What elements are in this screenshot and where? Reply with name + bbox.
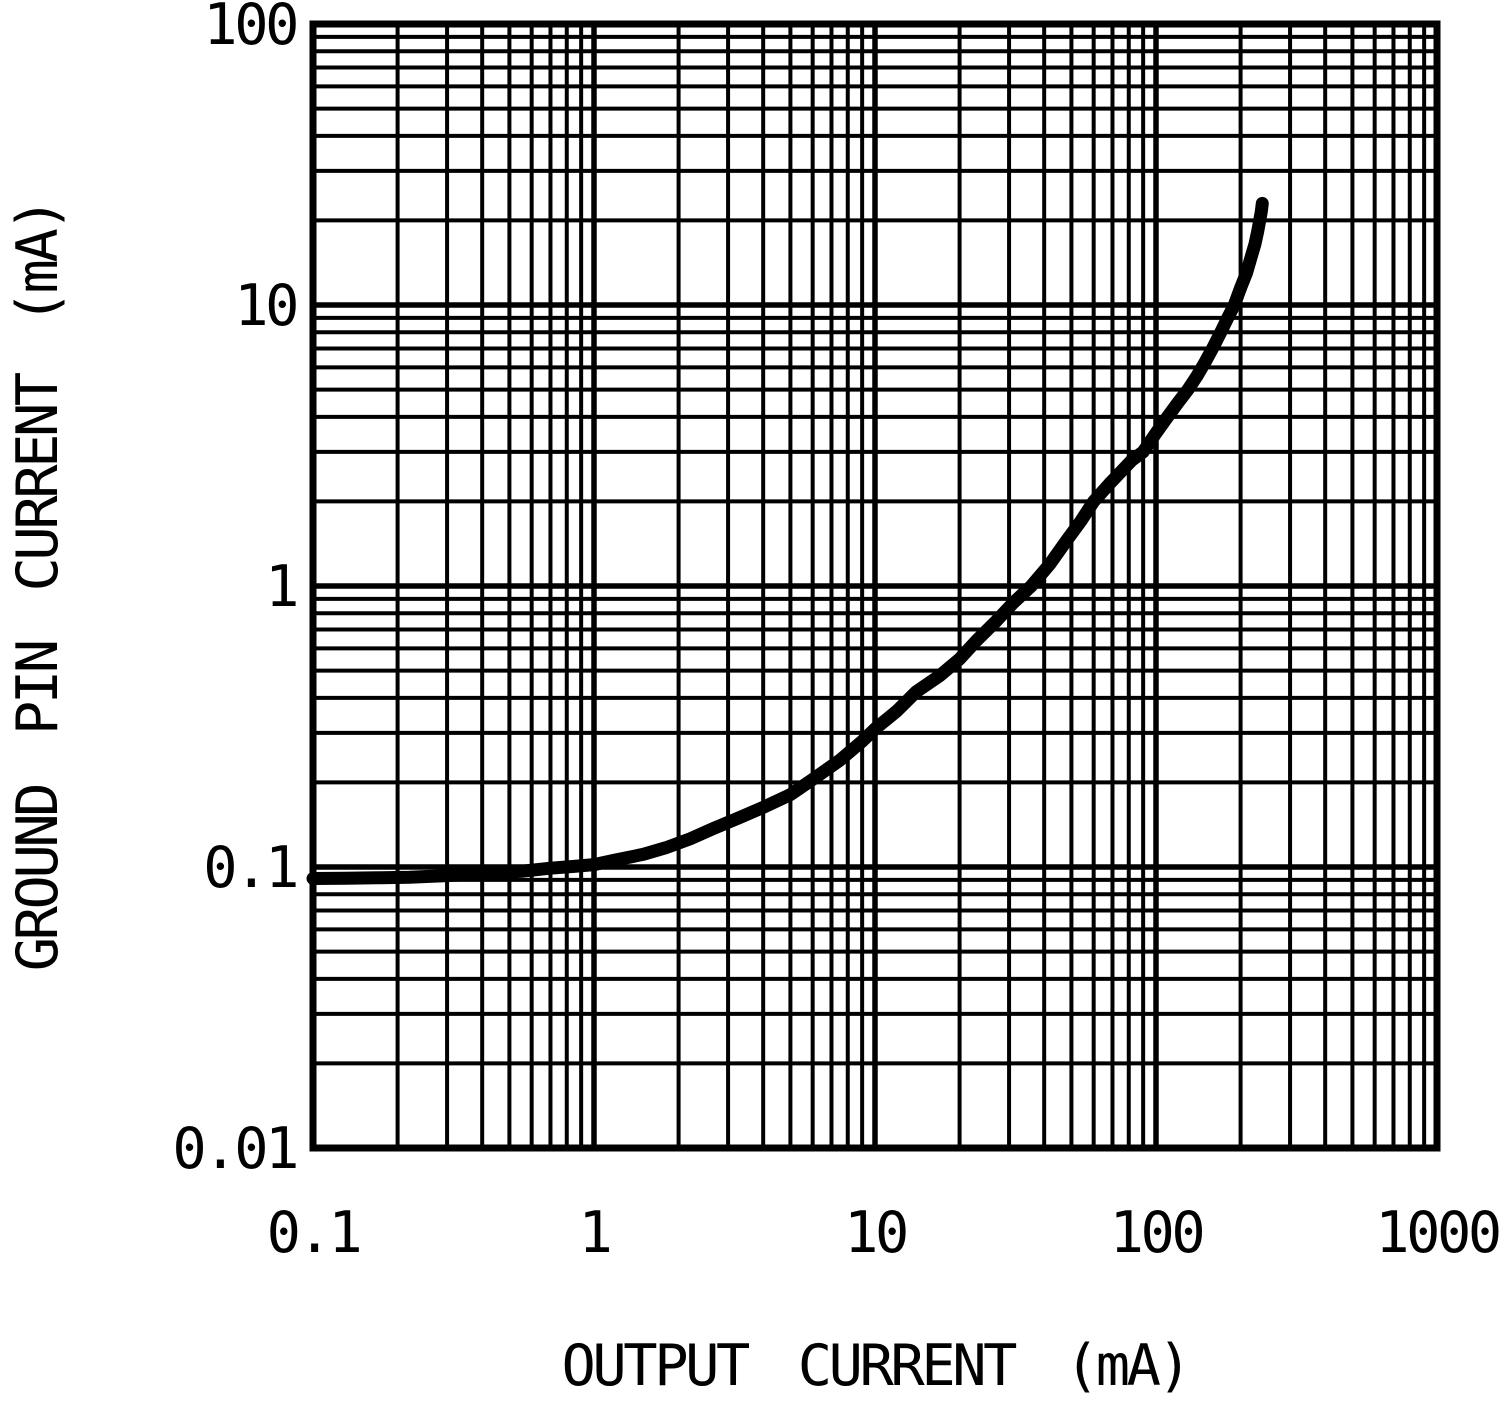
y-axis-tick-labels: 100 10 1 0.1 0.01: [172, 0, 299, 1182]
x-tick-label: 10: [844, 1200, 906, 1266]
y-tick-label: 0.01: [172, 1116, 296, 1182]
x-axis-tick-labels: 0.1 1 10 100 1000: [267, 1200, 1503, 1266]
x-tick-label: 0.1: [267, 1200, 360, 1266]
x-tick-label: 100: [1110, 1200, 1203, 1266]
x-tick-label: 1: [579, 1200, 610, 1266]
y-axis-title: GROUND PIN CURRENT (mA): [5, 201, 71, 971]
x-tick-label: 1000: [1375, 1200, 1499, 1266]
x-axis-title: OUTPUT CURRENT (mA): [562, 1333, 1189, 1399]
y-tick-label: 100: [203, 0, 296, 58]
plot-border: [309, 20, 1441, 1152]
y-tick-label: 10: [234, 273, 296, 339]
y-tick-label: 1: [265, 554, 296, 620]
y-tick-label: 0.1: [203, 835, 296, 901]
ground-pin-current-curve: [306, 196, 1269, 885]
